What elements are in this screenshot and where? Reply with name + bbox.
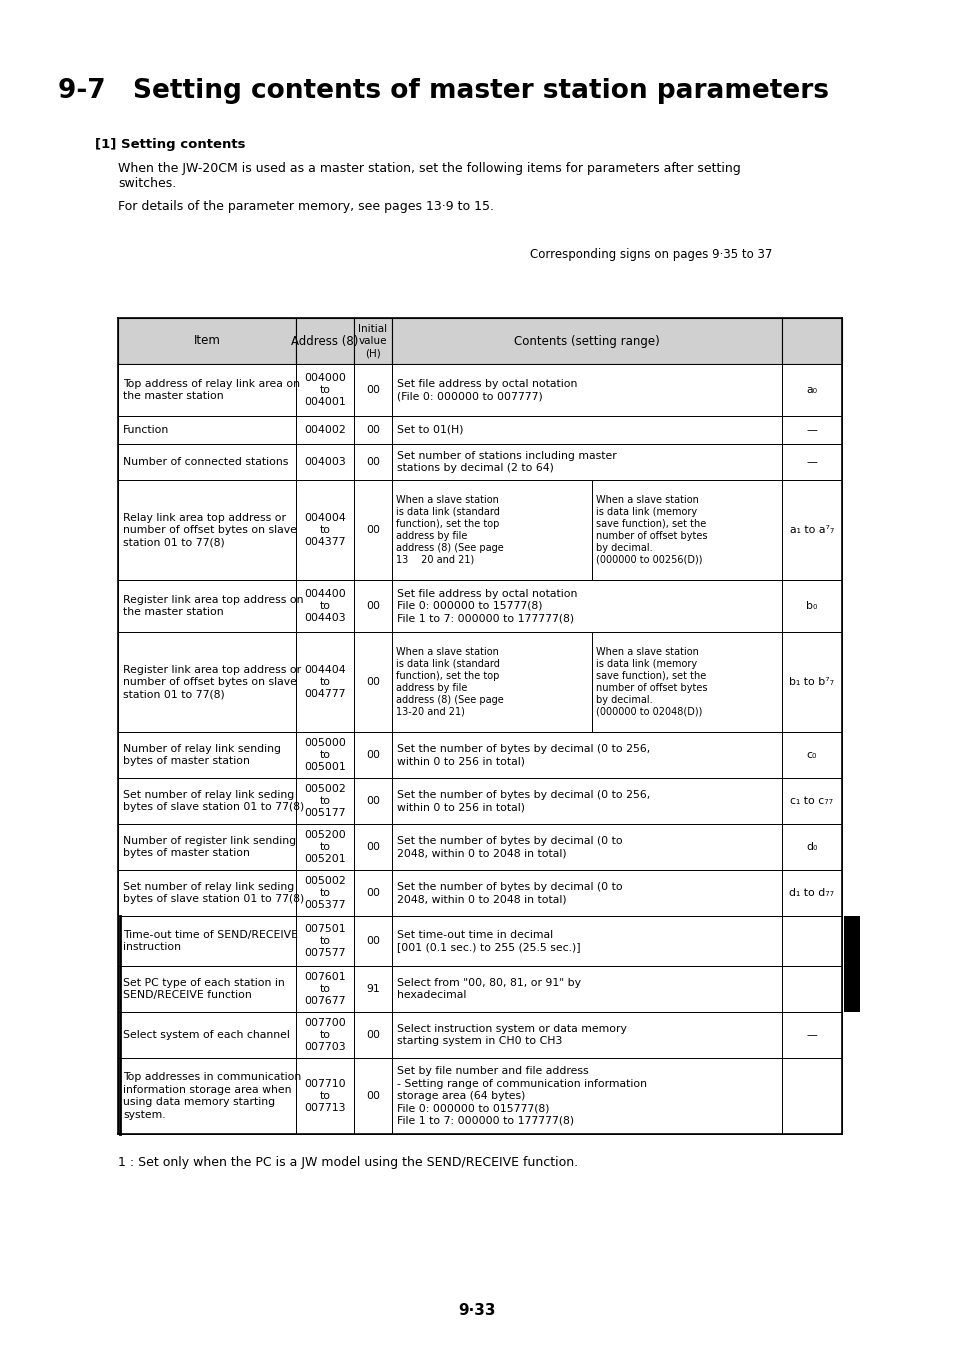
Text: Set number of stations including master
stations by decimal (2 to 64): Set number of stations including master … (396, 451, 616, 473)
Bar (118, 870, 295, 916)
Text: Set number of relay link seding
bytes of slave station 01 to 77(8): Set number of relay link seding bytes of… (123, 790, 304, 812)
Text: 00: 00 (366, 936, 379, 946)
Bar (392, 363, 781, 416)
Text: Set number of relay link seding
bytes of slave station 01 to 77(8): Set number of relay link seding bytes of… (123, 882, 304, 904)
Text: b₁ to b⁷₇: b₁ to b⁷₇ (789, 677, 834, 688)
Bar (781, 480, 841, 580)
Bar (392, 480, 592, 580)
Text: Initial
value
(H): Initial value (H) (358, 324, 387, 358)
Text: When a slave station
is data link (memory
save function), set the
number of offs: When a slave station is data link (memor… (596, 647, 707, 717)
Bar (295, 1058, 354, 1133)
Text: Number of connected stations: Number of connected stations (123, 457, 288, 467)
Text: When the JW-20CM is used as a master station, set the following items for parame: When the JW-20CM is used as a master sta… (118, 162, 740, 190)
Text: 00: 00 (366, 1029, 379, 1040)
Bar (354, 363, 392, 416)
Text: Set file address by octal notation
File 0: 000000 to 15777(8)
File 1 to 7: 00000: Set file address by octal notation File … (396, 589, 577, 623)
Text: 005200
to
005201: 005200 to 005201 (304, 830, 346, 865)
Bar (118, 580, 295, 632)
Bar (781, 732, 841, 778)
Text: Set the number of bytes by decimal (0 to 256,
within 0 to 256 in total): Set the number of bytes by decimal (0 to… (396, 744, 650, 766)
Text: Set the number of bytes by decimal (0 to 256,
within 0 to 256 in total): Set the number of bytes by decimal (0 to… (396, 790, 650, 812)
Text: Address (8): Address (8) (291, 335, 358, 347)
Bar (392, 416, 781, 444)
Text: Set the number of bytes by decimal (0 to
2048, within 0 to 2048 in total): Set the number of bytes by decimal (0 to… (396, 836, 622, 858)
Text: Register link area top address or
number of offset bytes on slave
station 01 to : Register link area top address or number… (123, 665, 301, 700)
Text: 00: 00 (366, 842, 379, 852)
Text: 1 : Set only when the PC is a JW model using the SEND/RECEIVE function.: 1 : Set only when the PC is a JW model u… (118, 1156, 578, 1169)
Text: 004003: 004003 (304, 457, 346, 467)
Bar (781, 916, 841, 966)
Text: When a slave station
is data link (memory
save function), set the
number of offs: When a slave station is data link (memor… (596, 494, 707, 565)
Bar (354, 580, 392, 632)
Bar (392, 778, 781, 824)
Bar (392, 317, 781, 363)
Bar (354, 1012, 392, 1058)
Text: Top address of relay link area on
the master station: Top address of relay link area on the ma… (123, 378, 299, 401)
Bar (354, 480, 392, 580)
Bar (354, 317, 392, 363)
Text: When a slave station
is data link (standard
function), set the top
address by fi: When a slave station is data link (stand… (395, 647, 503, 717)
Text: For details of the parameter memory, see pages 13·9 to 15.: For details of the parameter memory, see… (118, 200, 494, 213)
Text: Contents (setting range): Contents (setting range) (514, 335, 659, 347)
Text: a₁ to a⁷₇: a₁ to a⁷₇ (789, 526, 833, 535)
Text: Time-out time of SEND/RECEIVE
instruction: Time-out time of SEND/RECEIVE instructio… (123, 929, 297, 952)
Text: 00: 00 (366, 526, 379, 535)
Bar (781, 317, 841, 363)
Text: 00: 00 (366, 1092, 379, 1101)
Text: —: — (805, 426, 817, 435)
Bar (354, 632, 392, 732)
Text: b₀: b₀ (805, 601, 817, 611)
Text: 004000
to
004001: 004000 to 004001 (304, 373, 346, 408)
Bar (392, 870, 781, 916)
Text: Set file address by octal notation
(File 0: 000000 to 007777): Set file address by octal notation (File… (396, 378, 577, 401)
Text: 00: 00 (366, 457, 379, 467)
Text: 00: 00 (366, 677, 379, 688)
Bar (295, 480, 354, 580)
Text: [1] Setting contents: [1] Setting contents (95, 138, 245, 151)
Text: 005002
to
005177: 005002 to 005177 (304, 784, 346, 819)
Bar (781, 363, 841, 416)
Text: Select from "00, 80, 81, or 91" by
hexadecimal: Select from "00, 80, 81, or 91" by hexad… (396, 978, 580, 1000)
Bar (354, 778, 392, 824)
Bar (118, 1058, 295, 1133)
Bar (295, 824, 354, 870)
Text: 9·33: 9·33 (457, 1302, 496, 1319)
Text: 005000
to
005001: 005000 to 005001 (304, 738, 346, 773)
Bar (295, 444, 354, 480)
Bar (354, 732, 392, 778)
Bar (781, 870, 841, 916)
Bar (295, 870, 354, 916)
Bar (295, 1012, 354, 1058)
Bar (392, 1012, 781, 1058)
Bar (392, 824, 781, 870)
Bar (295, 317, 354, 363)
Text: Top addresses in communication
information storage area when
using data memory s: Top addresses in communication informati… (123, 1073, 301, 1120)
Text: 004002: 004002 (304, 426, 346, 435)
Bar (354, 444, 392, 480)
Text: 9-7   Setting contents of master station parameters: 9-7 Setting contents of master station p… (58, 78, 828, 104)
Bar (592, 632, 781, 732)
Text: 00: 00 (366, 601, 379, 611)
Text: Number of register link sending
bytes of master station: Number of register link sending bytes of… (123, 836, 295, 858)
Bar (295, 363, 354, 416)
Text: When a slave station
is data link (standard
function), set the top
address by fi: When a slave station is data link (stand… (395, 494, 503, 565)
Bar (295, 416, 354, 444)
Bar (392, 1058, 781, 1133)
Text: 00: 00 (366, 888, 379, 898)
Text: c₀: c₀ (806, 750, 817, 761)
Text: 00: 00 (366, 426, 379, 435)
Bar (592, 480, 781, 580)
Bar (118, 966, 295, 1012)
Bar (118, 1012, 295, 1058)
Text: Relay link area top address or
number of offset bytes on slave
station 01 to 77(: Relay link area top address or number of… (123, 512, 296, 547)
Bar (781, 1058, 841, 1133)
Text: 004400
to
004403: 004400 to 004403 (304, 589, 346, 623)
Text: 007700
to
007703: 007700 to 007703 (304, 1017, 346, 1052)
Text: 91: 91 (366, 984, 379, 994)
Text: Function: Function (123, 426, 169, 435)
Bar (392, 580, 781, 632)
Text: 00: 00 (366, 796, 379, 807)
Bar (781, 416, 841, 444)
Bar (354, 824, 392, 870)
Text: 007710
to
007713: 007710 to 007713 (304, 1078, 345, 1113)
